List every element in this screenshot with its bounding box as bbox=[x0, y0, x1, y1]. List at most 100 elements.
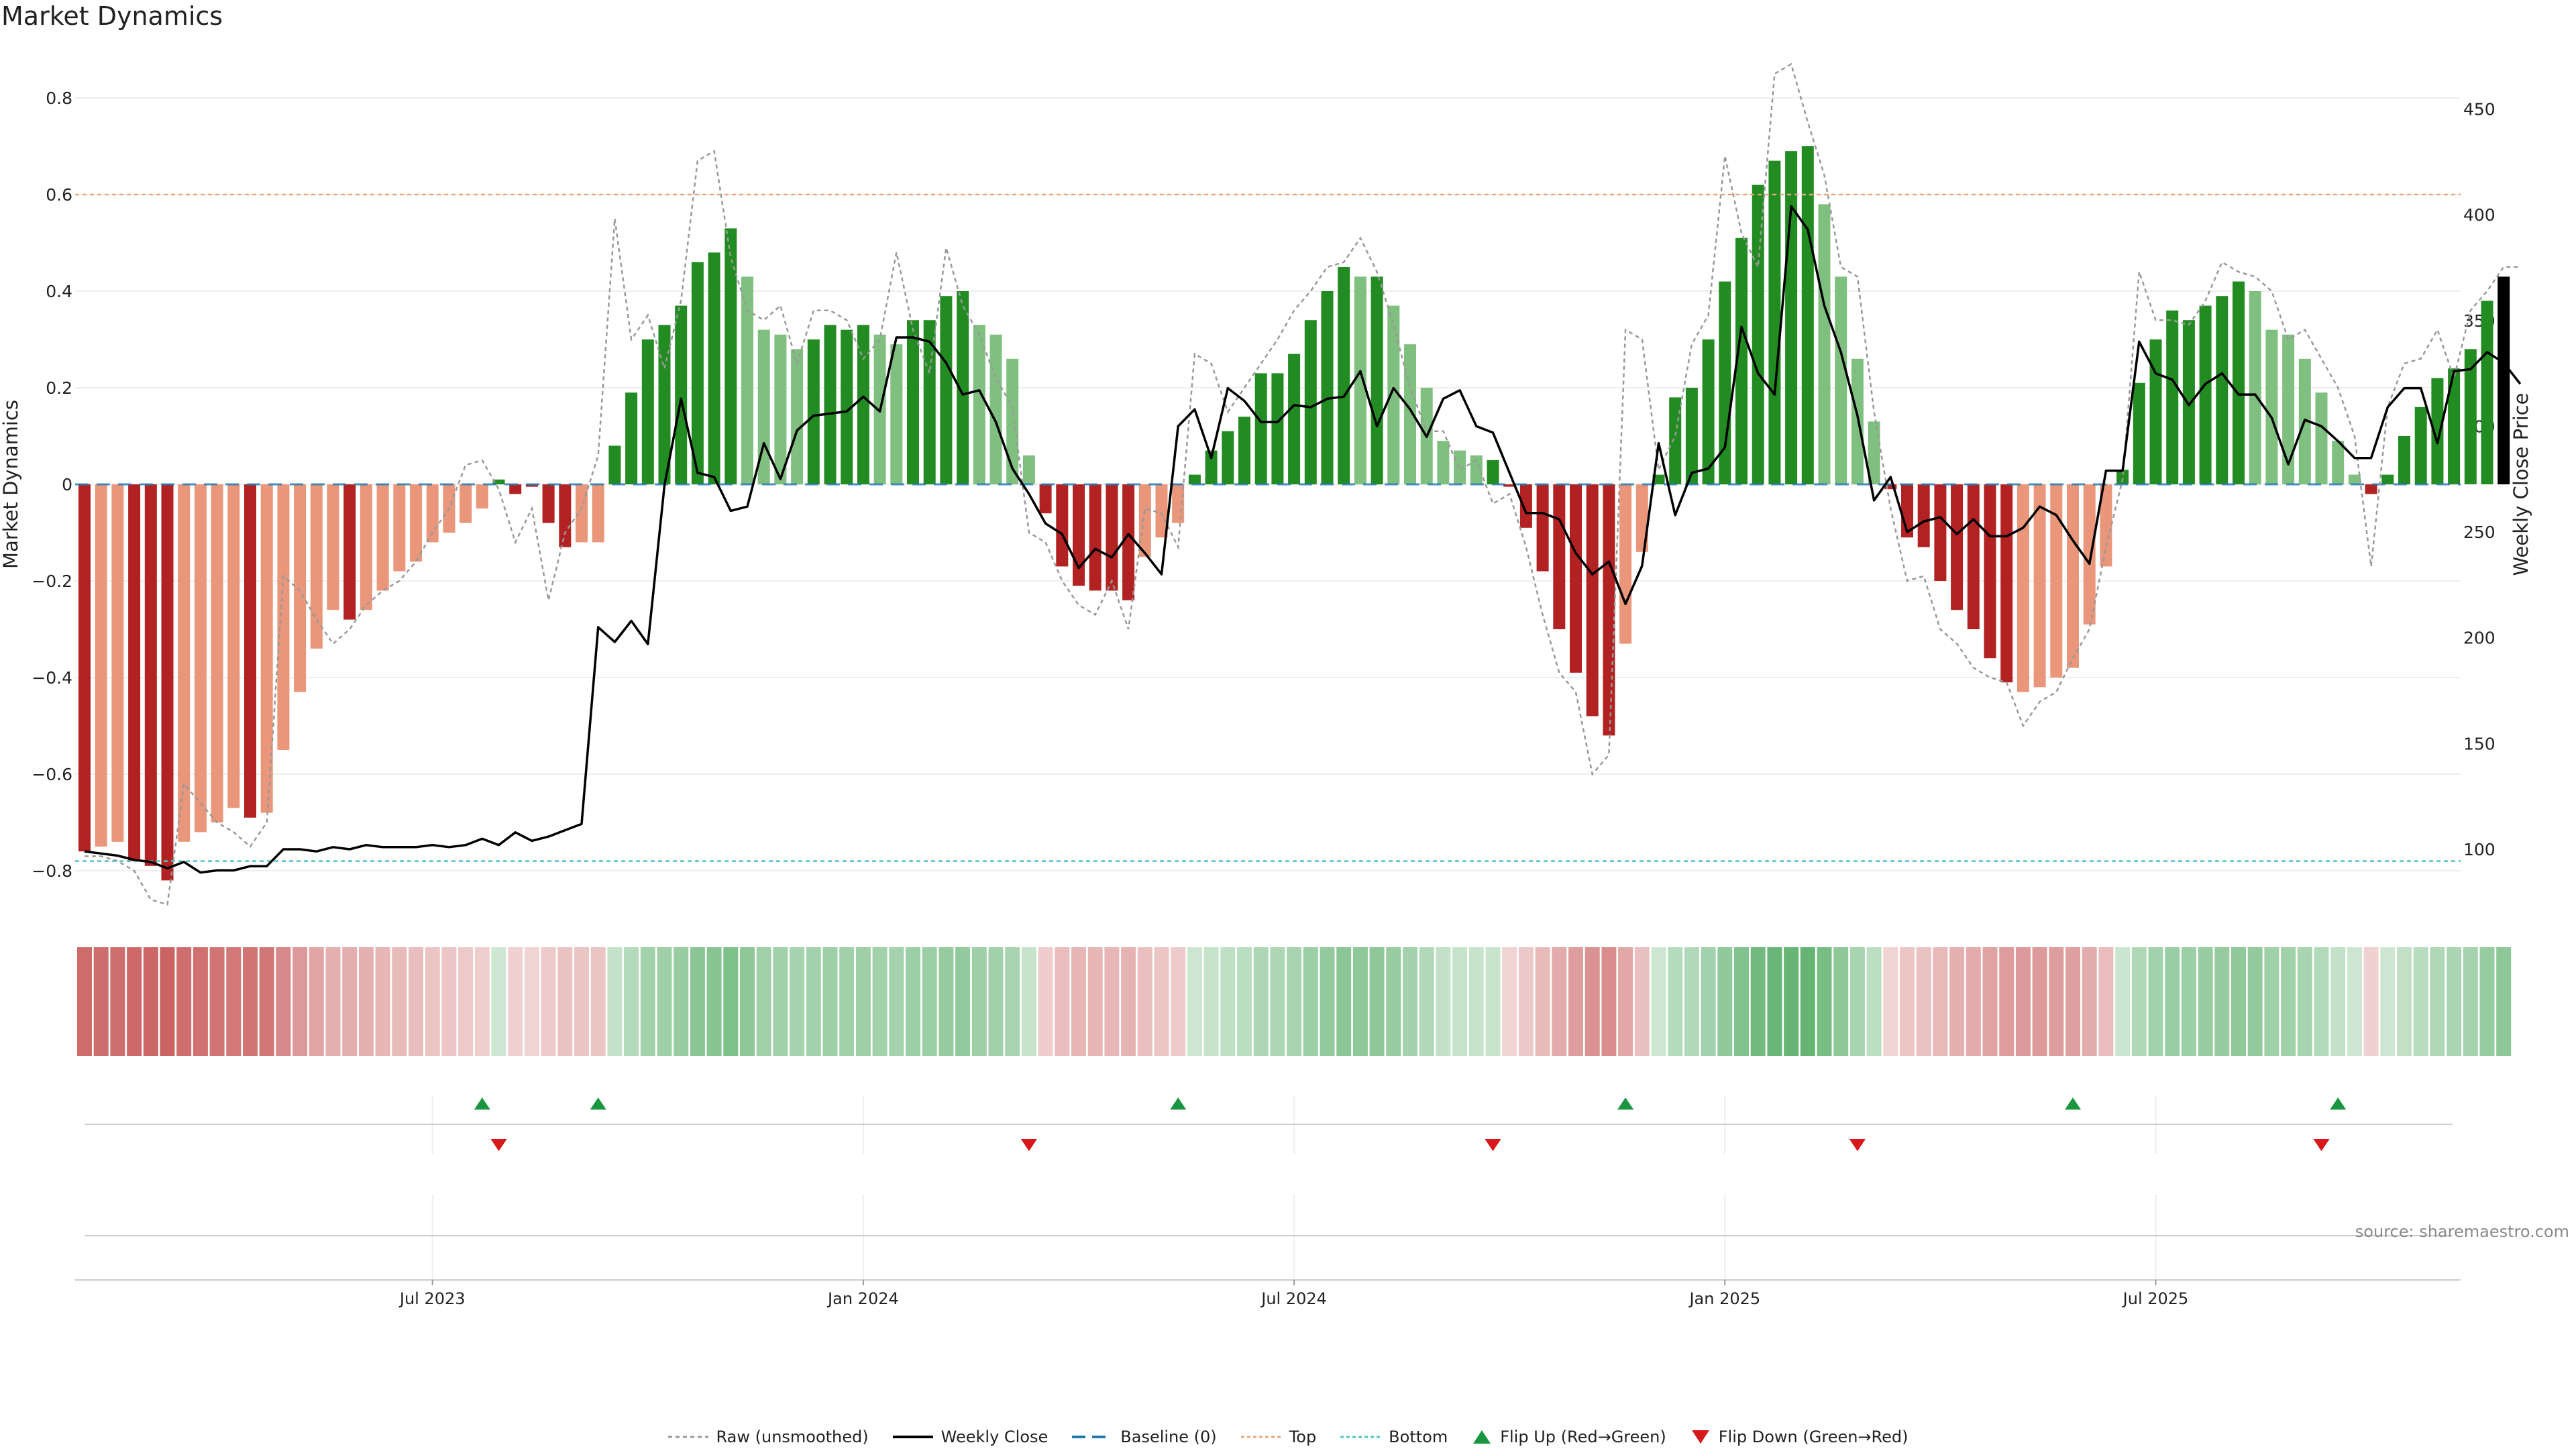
heat-strip-cell bbox=[1784, 947, 1799, 1056]
dynamics-bar bbox=[1967, 484, 1980, 629]
dynamics-bar bbox=[857, 325, 869, 484]
heat-strip-cell bbox=[2049, 947, 2064, 1056]
dynamics-bar bbox=[1006, 358, 1019, 484]
legend-raw-label: Raw (unsmoothed) bbox=[716, 1428, 869, 1446]
heat-strip-cell bbox=[1585, 947, 1600, 1056]
dynamics-bar bbox=[360, 484, 372, 610]
dynamics-bar bbox=[1172, 484, 1185, 523]
heat-strip-cell bbox=[2082, 947, 2097, 1056]
heat-strip-cell bbox=[1436, 947, 1451, 1056]
legend-bottom: Bottom bbox=[1340, 1428, 1448, 1446]
legend-top: Top bbox=[1240, 1428, 1316, 1446]
flip-down-marker bbox=[1020, 1139, 1037, 1151]
heat-strip-cell bbox=[971, 947, 987, 1056]
heat-strip-cell bbox=[1171, 947, 1186, 1056]
dynamics-bar bbox=[1338, 267, 1350, 484]
heat-strip-cell bbox=[2148, 947, 2163, 1056]
dynamics-bar bbox=[841, 329, 853, 484]
dynamics-bar bbox=[128, 484, 141, 861]
dynamics-bar bbox=[1603, 484, 1615, 736]
dynamics-bar bbox=[260, 484, 273, 813]
legend-close: Weekly Close bbox=[892, 1428, 1048, 1446]
heat-strip-cell bbox=[127, 947, 142, 1056]
dynamics-bar bbox=[2050, 484, 2063, 678]
heat-strip-cell bbox=[1220, 947, 1236, 1056]
dynamics-bar bbox=[2017, 484, 2029, 692]
heat-strip-cell bbox=[409, 947, 423, 1056]
dynamics-bar bbox=[675, 305, 688, 484]
heat-strip-cell bbox=[1767, 947, 1782, 1056]
dynamics-bar bbox=[1321, 291, 1334, 484]
dynamics-bar bbox=[2381, 474, 2394, 484]
dynamics-bar bbox=[525, 484, 538, 487]
heat-strip-cell bbox=[1949, 947, 1965, 1056]
heat-strip-cell bbox=[1750, 947, 1766, 1056]
dynamics-bar bbox=[1884, 484, 1897, 490]
x-tick-label: Jul 2025 bbox=[2122, 1289, 2189, 1308]
heat-strip-cell bbox=[325, 947, 341, 1056]
dynamics-bar bbox=[2498, 276, 2510, 484]
heat-strip-cell bbox=[2098, 947, 2114, 1056]
heat-strip-cell bbox=[889, 947, 904, 1056]
y-tick-label-right: 150 bbox=[2463, 734, 2496, 753]
heat-strip-cell bbox=[1253, 947, 1269, 1056]
legend-flip-down: Flip Down (Green→Red) bbox=[1690, 1428, 1909, 1446]
heat-strip-cell bbox=[209, 947, 225, 1056]
heat-strip-cell bbox=[1038, 947, 1053, 1056]
flip-up-marker bbox=[1617, 1097, 1634, 1110]
heat-strip-cell bbox=[2330, 947, 2346, 1056]
y-tick-label-left: −0.2 bbox=[32, 572, 72, 591]
dynamics-bar bbox=[1570, 484, 1582, 673]
heat-strip-cell bbox=[1999, 947, 2015, 1056]
legend-flip-up: Flip Up (Red→Green) bbox=[1472, 1428, 1666, 1446]
dynamics-bar bbox=[2000, 484, 2013, 683]
heat-strip-cell bbox=[1552, 947, 1567, 1056]
heat-strip-cell bbox=[292, 947, 308, 1056]
dynamics-bar bbox=[940, 296, 953, 484]
heat-strip-cell bbox=[806, 947, 821, 1056]
dynamics-bar bbox=[608, 445, 621, 484]
heat-strip-cell bbox=[2447, 947, 2462, 1056]
dynamics-bar bbox=[973, 325, 985, 484]
heat-strip-cell bbox=[2297, 947, 2312, 1056]
dynamics-bar bbox=[393, 484, 406, 572]
heat-strip-cell bbox=[1634, 947, 1650, 1056]
dynamics-bar bbox=[658, 325, 671, 484]
heat-strip-cell bbox=[1468, 947, 1484, 1056]
heat-strip-cell bbox=[1684, 947, 1699, 1056]
heat-strip-cell bbox=[243, 947, 258, 1056]
dynamics-bar bbox=[989, 334, 1002, 484]
dynamics-bar bbox=[1039, 484, 1052, 514]
heat-strip-cell bbox=[1618, 947, 1633, 1056]
heat-strip-cell bbox=[276, 947, 291, 1056]
legend-baseline-label: Baseline (0) bbox=[1120, 1428, 1217, 1446]
heat-strip-cell bbox=[574, 947, 589, 1056]
dynamics-bar bbox=[492, 479, 505, 484]
flip-up-marker bbox=[2330, 1097, 2347, 1110]
dynamics-bar bbox=[1188, 474, 1201, 484]
dynamics-bar bbox=[227, 484, 240, 808]
dynamics-bar bbox=[327, 484, 339, 610]
heat-strip-cell bbox=[1055, 947, 1070, 1056]
y-axis-title-left: Market Dynamics bbox=[0, 400, 22, 569]
flip-up-marker bbox=[2065, 1097, 2081, 1110]
heat-strip-cell bbox=[640, 947, 655, 1056]
dynamics-bar bbox=[161, 484, 174, 881]
heat-strip-cell bbox=[922, 947, 937, 1056]
dynamics-bar bbox=[144, 484, 157, 866]
flip-up-icon bbox=[1473, 1430, 1491, 1444]
heat-strip-cell bbox=[1601, 947, 1617, 1056]
dynamics-bar bbox=[1073, 484, 1085, 586]
heat-strip-cell bbox=[1933, 947, 1948, 1056]
legend-baseline-swatch bbox=[1072, 1436, 1113, 1438]
heat-strip-cell bbox=[1916, 947, 1931, 1056]
dynamics-bar bbox=[1536, 484, 1549, 572]
y-tick-label-left: −0.6 bbox=[32, 765, 72, 784]
x-tick-label: Jul 2023 bbox=[398, 1289, 466, 1308]
heat-strip-cell bbox=[309, 947, 324, 1056]
dynamics-bar bbox=[509, 484, 522, 494]
dynamics-bar bbox=[2067, 484, 2079, 668]
heat-strip-cell bbox=[1668, 947, 1683, 1056]
dynamics-bar bbox=[1934, 484, 1947, 581]
